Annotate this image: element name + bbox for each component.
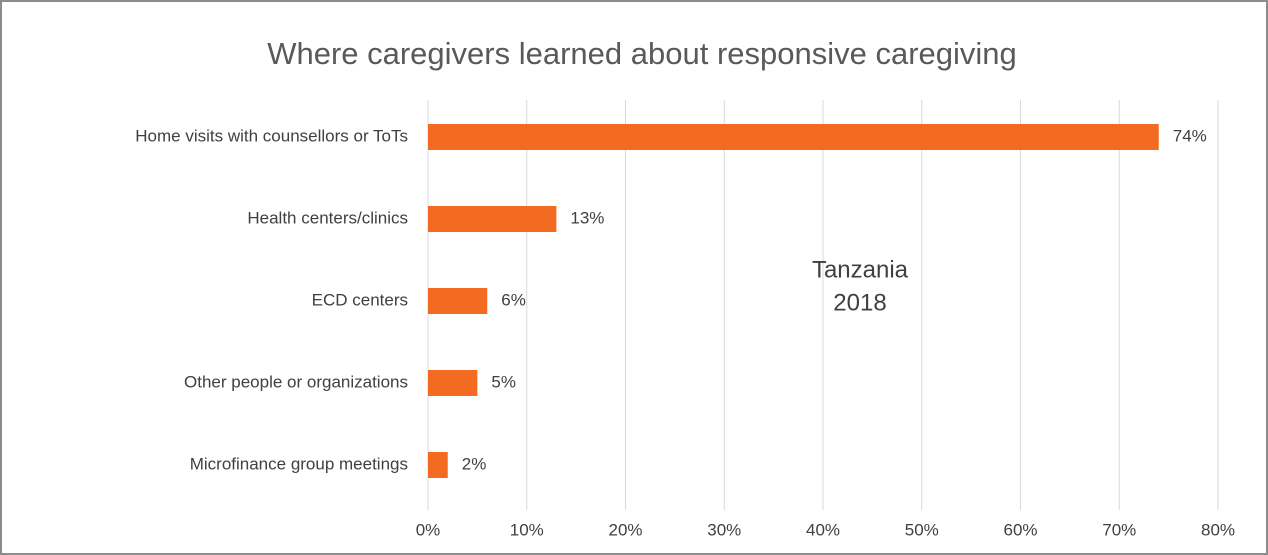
data-label: 5% [491,372,516,391]
y-tick-label: ECD centers [312,290,408,309]
x-tick-label: 0% [416,520,441,539]
chart-title: Where caregivers learned about responsiv… [267,36,1017,71]
data-label: 2% [462,454,487,473]
x-tick-label: 30% [707,520,741,539]
y-tick-label: Microfinance group meetings [190,454,408,473]
annotation: 2018 [833,289,886,316]
bar [428,206,557,232]
bar [428,288,488,314]
bar [428,124,1159,150]
x-tick-label: 20% [608,520,642,539]
x-tick-label: 80% [1201,520,1235,539]
x-tick-label: 70% [1102,520,1136,539]
bar [428,370,478,396]
y-tick-label: Home visits with counsellors or ToTs [135,126,408,145]
x-tick-label: 60% [1003,520,1037,539]
y-tick-label: Other people or organizations [184,372,408,391]
data-label: 6% [501,290,526,309]
x-tick-label: 10% [510,520,544,539]
x-tick-label: 50% [905,520,939,539]
annotation: Tanzania [812,256,909,283]
data-label: 74% [1173,126,1207,145]
data-label: 13% [570,208,604,227]
x-tick-label: 40% [806,520,840,539]
y-tick-label: Health centers/clinics [247,208,408,227]
bar [428,452,448,478]
